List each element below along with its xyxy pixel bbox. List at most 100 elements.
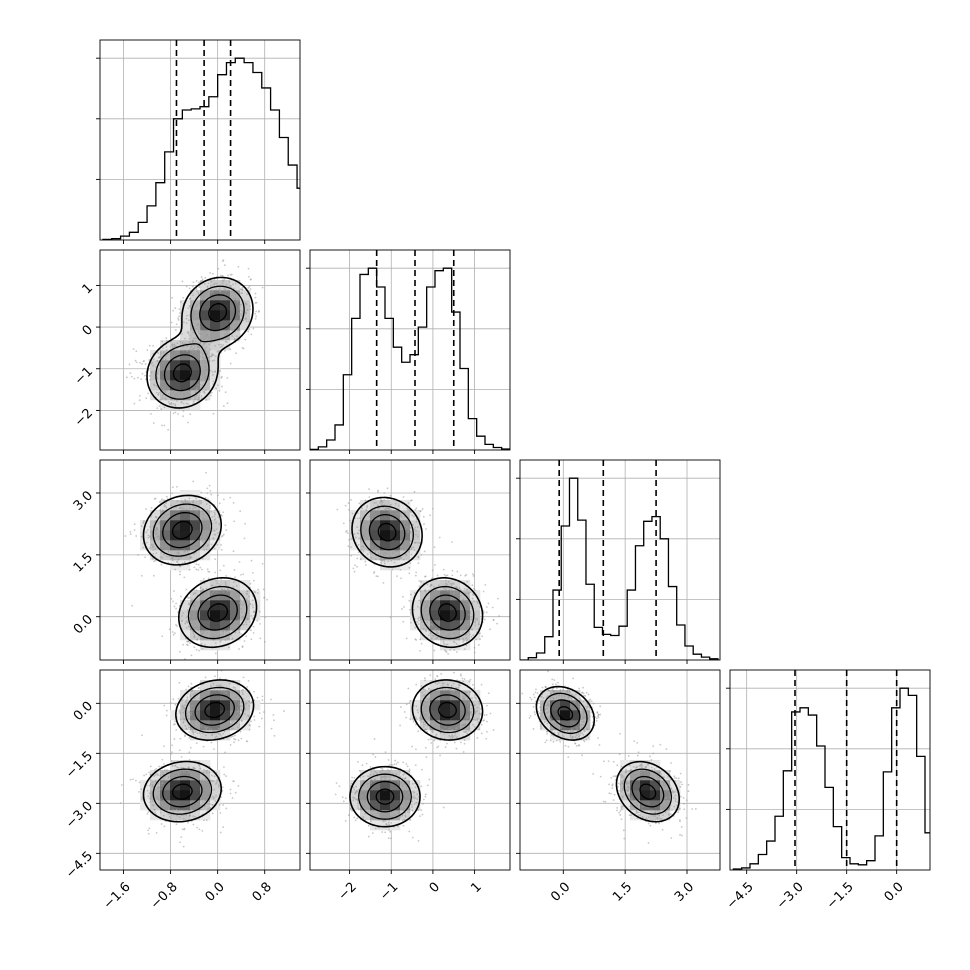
scatter-point	[426, 602, 429, 605]
scatter-point	[374, 827, 377, 830]
scatter-point	[582, 708, 585, 711]
scatter-point	[248, 724, 251, 726]
scatter-point	[436, 746, 439, 749]
scatter-point	[239, 303, 242, 306]
scatter-point	[613, 793, 616, 796]
scatter-point	[239, 314, 241, 317]
scatter-point	[179, 737, 182, 740]
scatter-point	[581, 720, 583, 723]
density-cell	[210, 350, 221, 361]
scatter-point	[452, 682, 455, 685]
scatter-point	[459, 594, 461, 597]
density-cell	[200, 720, 211, 731]
scatter-point	[210, 728, 213, 730]
scatter-point	[582, 713, 585, 716]
scatter-point	[470, 635, 473, 638]
panel-frame	[99, 39, 301, 241]
density-cell	[150, 550, 161, 561]
scatter-point	[204, 644, 206, 646]
scatter-point	[479, 638, 481, 640]
scatter-point	[571, 736, 574, 738]
scatter-point	[473, 725, 476, 728]
scatter-point	[156, 359, 159, 362]
panel-ticks	[516, 477, 688, 664]
scatter-point	[204, 496, 207, 499]
scatter-point	[186, 392, 189, 395]
scatter-panel-1-0	[100, 250, 300, 450]
histogram-panel-1	[310, 250, 510, 450]
density-cell	[640, 760, 651, 771]
scatter-point	[424, 705, 427, 708]
scatter-point	[202, 592, 205, 595]
scatter-point	[163, 503, 166, 506]
scatter-point	[161, 397, 164, 400]
scatter-point	[397, 554, 400, 556]
scatter-point	[423, 523, 425, 526]
scatter-point	[175, 729, 178, 731]
density-cell	[410, 520, 421, 531]
scatter-point	[195, 543, 198, 546]
density-cell	[400, 770, 411, 781]
scatter-point	[415, 683, 418, 686]
scatter-point	[207, 337, 210, 340]
density-cell	[640, 810, 651, 821]
scatter-point	[197, 803, 199, 806]
scatter-point	[238, 631, 241, 634]
scatter-point	[463, 739, 466, 742]
scatter-point	[614, 775, 617, 778]
scatter-point	[415, 507, 418, 510]
scatter-point	[204, 544, 206, 547]
scatter-point	[154, 774, 157, 776]
scatter-point	[147, 832, 150, 835]
scatter-point	[142, 546, 145, 549]
scatter-point	[364, 530, 367, 533]
scatter-point	[628, 814, 631, 817]
scatter-point	[192, 614, 195, 617]
scatter-point	[207, 803, 209, 805]
scatter-point	[406, 520, 409, 523]
scatter-point	[557, 733, 560, 736]
scatter-point	[661, 828, 664, 831]
scatter-point	[429, 514, 431, 517]
scatter-point	[228, 589, 231, 592]
scatter-point	[465, 588, 468, 591]
scatter-point	[239, 288, 242, 290]
scatter-point	[619, 774, 621, 776]
scatter-point	[571, 730, 574, 733]
scatter-point	[159, 774, 162, 777]
density-cell	[370, 800, 381, 811]
scatter-point	[181, 828, 184, 831]
scatter-point	[622, 779, 625, 782]
density-cell	[170, 370, 181, 381]
scatter-point	[431, 730, 434, 733]
scatter-point	[361, 803, 364, 806]
histogram-step-1	[310, 267, 510, 450]
scatter-point	[177, 551, 180, 554]
scatter-point	[212, 591, 214, 594]
density-cell	[470, 720, 481, 731]
scatter-point	[403, 818, 406, 821]
scatter-point	[440, 589, 443, 592]
x-tick-label-3-m3.00: −3.0	[774, 880, 807, 913]
scatter-point	[455, 642, 458, 645]
scatter-point	[388, 819, 391, 821]
scatter-point	[208, 771, 211, 774]
scatter-point	[133, 529, 136, 531]
scatter-point	[669, 770, 672, 773]
scatter-point	[221, 282, 224, 285]
scatter-point	[655, 774, 658, 777]
scatter-point	[172, 808, 175, 811]
density-cell	[350, 540, 361, 551]
scatter-point	[186, 621, 189, 624]
scatter-point	[462, 625, 465, 628]
scatter-point	[408, 572, 411, 575]
scatter-point	[561, 695, 564, 698]
scatter-point	[360, 549, 363, 551]
scatter-point	[191, 630, 194, 633]
scatter-point	[469, 610, 472, 613]
scatter-point	[160, 408, 163, 411]
scatter-point	[205, 503, 208, 505]
scatter-point	[529, 715, 532, 717]
scatter-point	[201, 356, 204, 359]
density-cell	[540, 690, 551, 701]
